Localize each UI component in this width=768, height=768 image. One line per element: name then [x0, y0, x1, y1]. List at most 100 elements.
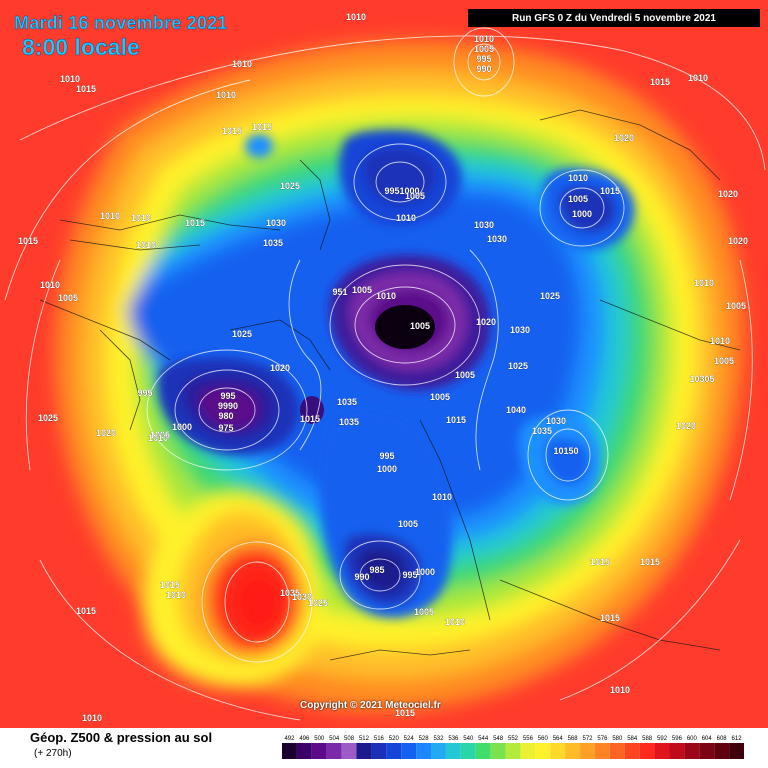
scale-swatch	[580, 743, 595, 759]
scale-swatch	[326, 743, 342, 759]
isobar-label: 1005	[474, 44, 494, 54]
scale-label: 556	[523, 736, 534, 742]
isobar-label: 1010	[396, 213, 416, 223]
scale-swatch	[296, 743, 312, 759]
scale-swatch	[714, 743, 730, 759]
scale-swatch	[341, 743, 357, 759]
isobar-label: 1010	[346, 12, 366, 22]
scale-label: 576	[597, 736, 608, 742]
isobar-label: 1010	[40, 280, 60, 290]
isobar-label: 1010	[148, 433, 168, 443]
isobar-label: 1010	[216, 90, 236, 100]
isobar-label: 1030	[510, 325, 530, 335]
isobar-label: 1010	[232, 59, 252, 69]
scale-swatch	[311, 743, 327, 759]
isobar-label: 1015	[640, 557, 660, 567]
scale-swatch	[401, 743, 417, 759]
isobar-label: 1015	[600, 186, 620, 196]
isobar-label: 1035	[280, 588, 300, 598]
isobar-label: 1020	[614, 133, 634, 143]
isobar-label: 990	[476, 64, 491, 74]
isobar-label: 1020	[270, 363, 290, 373]
isobar-label: 1015	[650, 77, 670, 87]
map-title: Géop. Z500 & pression au sol	[30, 730, 213, 745]
isobar-label: 1005	[150, 430, 170, 440]
isobar-label: 1005	[430, 392, 450, 402]
isobar-label: 1030	[546, 416, 566, 426]
scale-label: 548	[493, 736, 504, 742]
isobar-label: 1035	[263, 238, 283, 248]
isobar-label: 1025	[232, 329, 252, 339]
isobar-label: 1010	[710, 336, 730, 346]
run-info: Run GFS 0 Z du Vendredi 5 novembre 2021	[468, 9, 760, 27]
forecast-date: Mardi 16 novembre 2021	[14, 13, 228, 33]
scale-label: 524	[404, 736, 415, 742]
isobar-label: 995	[402, 570, 417, 580]
scale-label: 520	[389, 736, 400, 742]
isobar-label: 1005	[352, 285, 372, 295]
isobar-label: 1000	[172, 422, 192, 432]
isobar-label: 1035	[339, 417, 359, 427]
scale-swatch	[624, 743, 640, 759]
scale-label: 608	[717, 736, 728, 742]
isobar-label: 1005	[414, 607, 434, 617]
scale-label: 492	[284, 736, 295, 742]
isobar-label: 1000	[572, 209, 592, 219]
isobar-label: 1010	[445, 617, 465, 627]
isobar-label: 1035	[532, 426, 552, 436]
isobar-label: 985	[369, 565, 384, 575]
isobar-label: 1005	[568, 194, 588, 204]
isobar-label: 1010	[694, 278, 714, 288]
map-subtitle: (+ 270h)	[34, 748, 72, 759]
isobar-label: 1005	[410, 321, 430, 331]
isobar-label: 1035	[337, 397, 357, 407]
scale-swatch	[460, 743, 476, 759]
isobar-label: 1000	[415, 567, 435, 577]
isobar-label: 1025	[540, 291, 560, 301]
isobar-label: 1010	[131, 213, 151, 223]
scale-swatch	[729, 743, 744, 759]
scale-label: 504	[329, 736, 340, 742]
isobar-label: 1005	[398, 519, 418, 529]
isobar-label: 1015	[76, 84, 96, 94]
scale-swatch	[282, 743, 297, 759]
scale-swatch	[505, 743, 521, 759]
scale-swatch	[639, 743, 655, 759]
scale-swatch	[699, 743, 715, 759]
isobar-label: 1015	[160, 580, 180, 590]
isobar-label: 1020	[676, 421, 696, 431]
isobar-label: 975	[218, 423, 233, 433]
isobar-label: 1020	[476, 317, 496, 327]
isobar-label: 995	[137, 388, 152, 398]
scale-label: 596	[672, 736, 683, 742]
scale-swatch	[490, 743, 506, 759]
isobar-label: 1030	[266, 218, 286, 228]
forecast-time: 8:00 locale	[22, 34, 140, 60]
scale-swatch	[669, 743, 685, 759]
scale-label: 512	[359, 736, 370, 742]
isobar-label: 995	[476, 54, 491, 64]
isobar-label: 1005	[455, 370, 475, 380]
scale-swatch	[445, 743, 461, 759]
isobar-label: 1015	[395, 708, 415, 718]
isobar-label: 1020	[728, 236, 748, 246]
scale-label: 552	[508, 736, 519, 742]
scale-label: 604	[702, 736, 713, 742]
isobar-label: 1030	[292, 592, 312, 602]
isobar-label: 1005	[726, 301, 746, 311]
scale-label: 592	[657, 736, 668, 742]
weather-map: 1010101010059959901010101010151010101510…	[4, 11, 766, 724]
isobar-label: 1010	[376, 291, 396, 301]
isobar-label: 1015	[446, 415, 466, 425]
isobar-label: 1010	[688, 73, 708, 83]
scale-label: 560	[538, 736, 549, 742]
scale-swatch	[386, 743, 402, 759]
isobar-label: 1015	[222, 126, 242, 136]
isobar-label: 9990	[218, 401, 238, 411]
scale-swatch	[550, 743, 566, 759]
scale-label: 612	[732, 736, 743, 742]
isobar-label: 1010	[432, 492, 452, 502]
isobar-label: 1030	[487, 234, 507, 244]
scale-swatch	[609, 743, 625, 759]
scale-swatch	[416, 743, 432, 759]
